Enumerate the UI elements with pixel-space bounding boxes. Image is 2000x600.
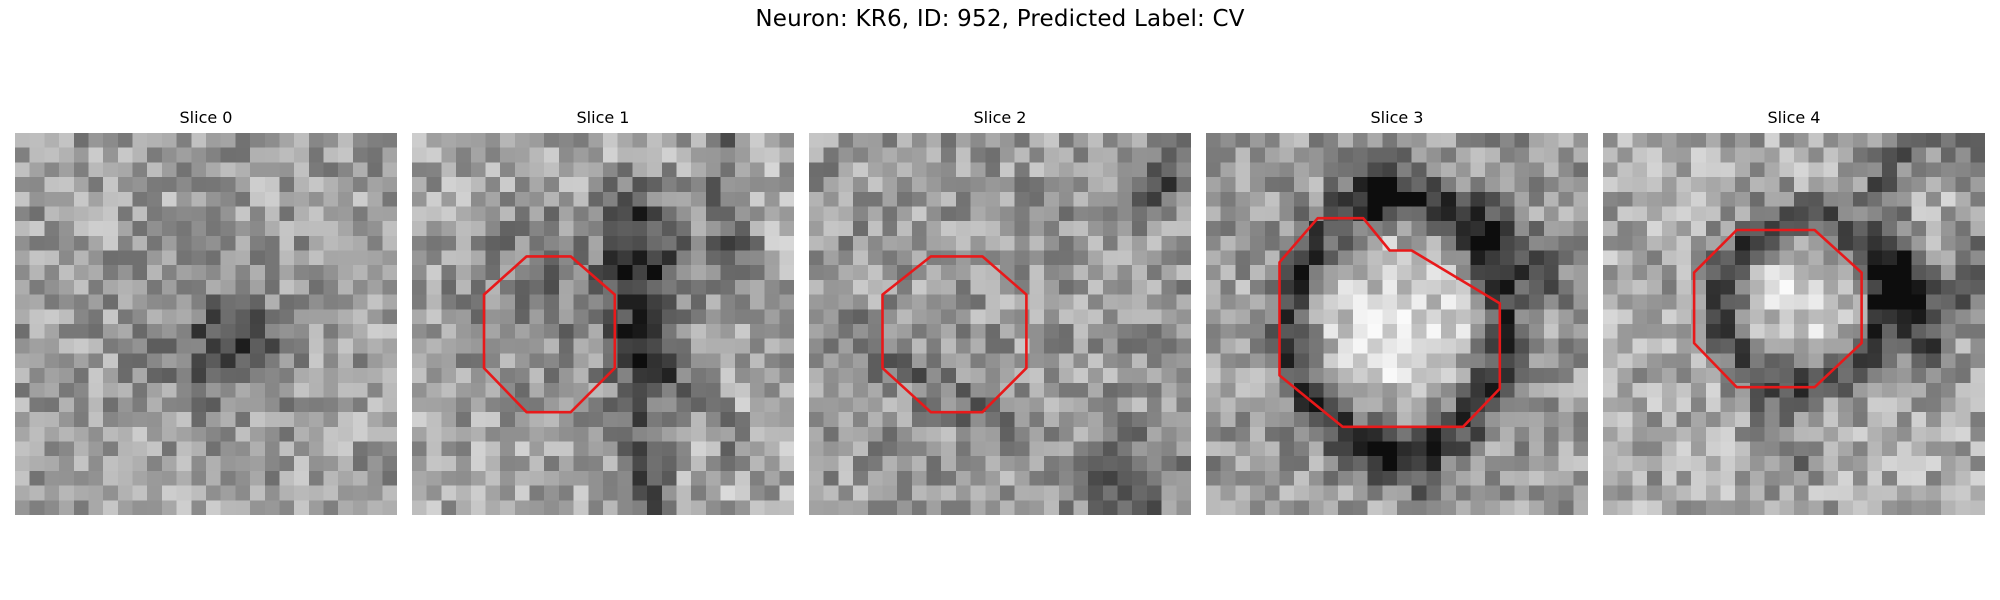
roi-outline	[1692, 228, 1863, 389]
slice-title: Slice 1	[576, 108, 630, 127]
slice-image	[809, 133, 1191, 515]
slice-title: Slice 3	[1370, 108, 1424, 127]
slice-title: Slice 0	[179, 108, 233, 127]
slice-image	[15, 133, 397, 515]
roi-outline	[881, 255, 1028, 414]
slice-title: Slice 4	[1767, 108, 1821, 127]
slice-image	[412, 133, 794, 515]
roi-outline	[1278, 216, 1502, 429]
slice-pixels	[1603, 133, 1985, 515]
slice-image	[1603, 133, 1985, 515]
slice-pixels	[1206, 133, 1588, 515]
slice-pixels	[809, 133, 1191, 515]
roi-outline	[482, 255, 617, 414]
slice-pixels	[15, 133, 397, 515]
slice-image	[1206, 133, 1588, 515]
slice-title: Slice 2	[973, 108, 1027, 127]
figure-title: Neuron: KR6, ID: 952, Predicted Label: C…	[755, 6, 1245, 32]
slice-pixels	[412, 133, 794, 515]
